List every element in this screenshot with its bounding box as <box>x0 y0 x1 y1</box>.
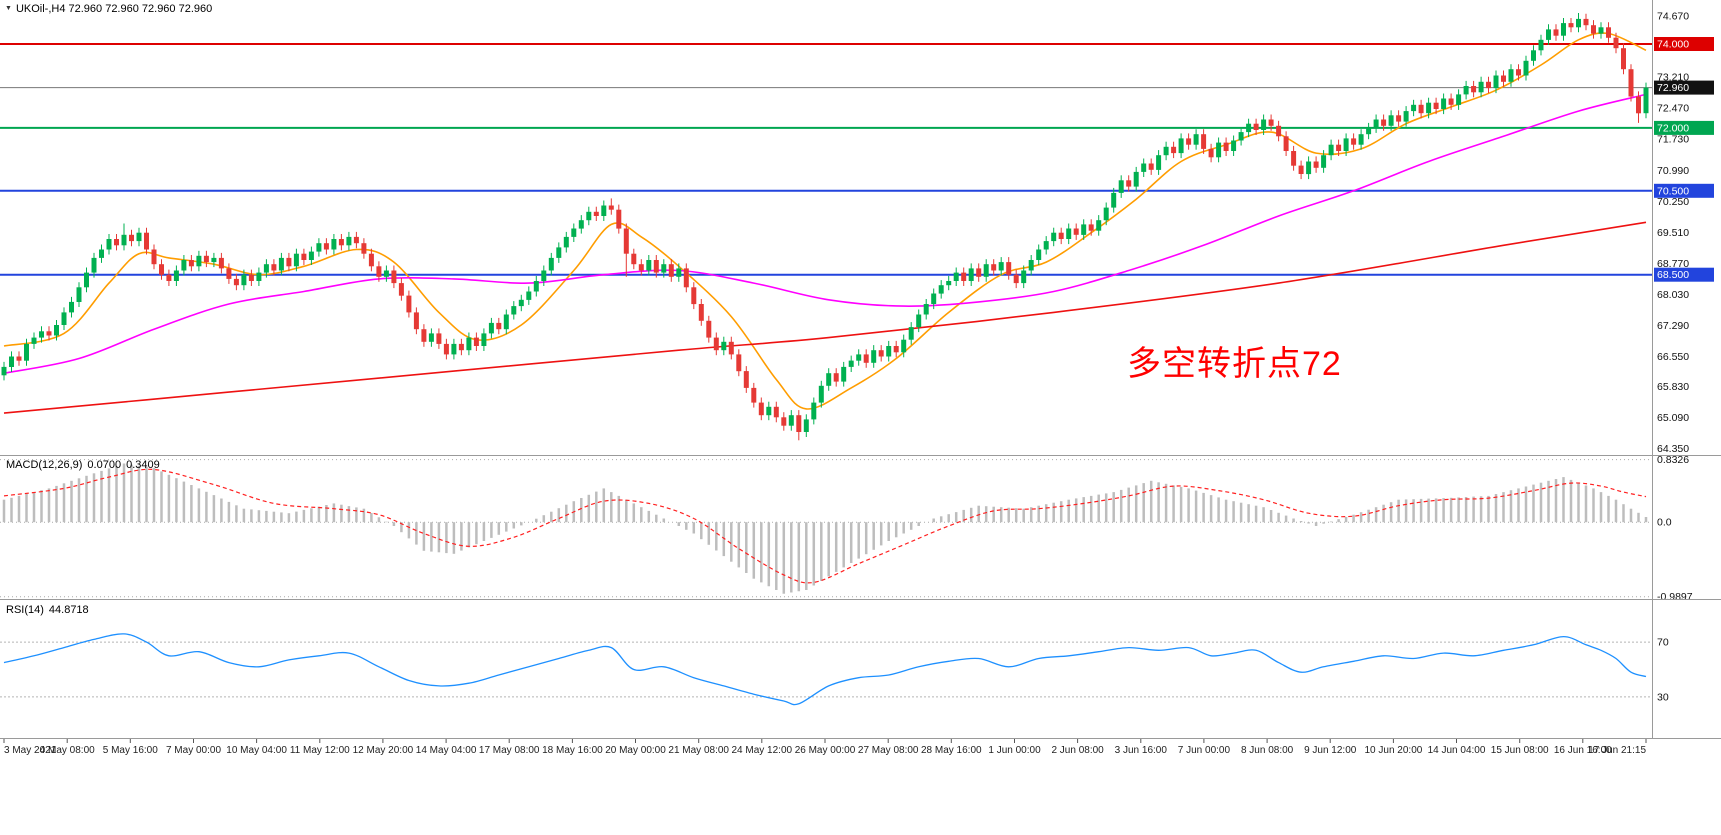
rsi-line <box>3 633 1647 706</box>
svg-text:70.500: 70.500 <box>1657 185 1689 197</box>
svg-text:64.350: 64.350 <box>1657 443 1689 455</box>
svg-text:70: 70 <box>1657 637 1669 649</box>
svg-text:10 Jun 20:00: 10 Jun 20:00 <box>1364 745 1422 756</box>
svg-text:17 Jun 21:15: 17 Jun 21:15 <box>1588 745 1646 756</box>
svg-text:2 Jun 08:00: 2 Jun 08:00 <box>1051 745 1104 756</box>
svg-text:3 Jun 16:00: 3 Jun 16:00 <box>1115 745 1168 756</box>
rsi-name: RSI(14) <box>6 604 44 616</box>
horizontal-lines <box>0 43 1652 276</box>
macd-signal-line <box>3 468 1647 584</box>
svg-text:14 May 04:00: 14 May 04:00 <box>416 745 477 756</box>
price-axis: 74.67073.21072.47071.73070.99070.25069.5… <box>1657 10 1689 455</box>
svg-text:74.670: 74.670 <box>1657 10 1689 22</box>
symbol-header: ▼ UKOil-,H4 72.960 72.960 72.960 72.960 <box>5 3 212 15</box>
svg-text:0.8326: 0.8326 <box>1657 454 1689 466</box>
svg-text:65.090: 65.090 <box>1657 412 1689 424</box>
svg-text:70.250: 70.250 <box>1657 196 1689 208</box>
symbol-marker-icon: ▼ <box>5 5 12 12</box>
svg-text:21 May 08:00: 21 May 08:00 <box>668 745 729 756</box>
rsi-value: 44.8718 <box>48 604 89 616</box>
svg-text:11 May 12:00: 11 May 12:00 <box>290 745 350 756</box>
svg-text:68.500: 68.500 <box>1657 269 1689 281</box>
macd-name: MACD(12,26,9) <box>6 459 83 471</box>
svg-text:18 May 16:00: 18 May 16:00 <box>542 745 603 756</box>
svg-text:72.000: 72.000 <box>1657 122 1689 134</box>
svg-text:72.960: 72.960 <box>1657 82 1689 94</box>
svg-text:1 Jun 00:00: 1 Jun 00:00 <box>988 745 1041 756</box>
svg-text:68.030: 68.030 <box>1657 289 1689 301</box>
svg-text:4 May 08:00: 4 May 08:00 <box>40 745 95 756</box>
macd-signal-value: 0.3409 <box>126 459 160 471</box>
svg-text:5 May 16:00: 5 May 16:00 <box>103 745 158 756</box>
svg-text:65.830: 65.830 <box>1657 381 1689 393</box>
rsi-label: RSI(14) 44.8718 <box>6 604 94 616</box>
svg-text:7 May 00:00: 7 May 00:00 <box>166 745 221 756</box>
svg-text:26 May 00:00: 26 May 00:00 <box>795 745 856 756</box>
candles-layer <box>1 13 1649 441</box>
svg-text:30: 30 <box>1657 691 1669 703</box>
svg-text:72.470: 72.470 <box>1657 103 1689 115</box>
svg-text:-0.9897: -0.9897 <box>1657 591 1693 603</box>
svg-text:15 Jun 08:00: 15 Jun 08:00 <box>1491 745 1549 756</box>
annotation-text: 多空转折点72 <box>1127 345 1342 383</box>
svg-text:74.000: 74.000 <box>1657 39 1689 51</box>
overlay-ma-slow-line <box>3 221 1647 414</box>
svg-text:20 May 00:00: 20 May 00:00 <box>605 745 666 756</box>
svg-text:70.990: 70.990 <box>1657 165 1689 177</box>
overlay-ma-fast-line <box>3 32 1647 410</box>
overlay-ma-mid-line <box>3 93 1647 374</box>
svg-text:28 May 16:00: 28 May 16:00 <box>921 745 982 756</box>
rsi-axis: 70 30 <box>0 637 1669 703</box>
svg-text:24 May 12:00: 24 May 12:00 <box>731 745 792 756</box>
svg-text:16 Jun 16:00: 16 Jun 16:00 <box>1554 745 1612 756</box>
macd-axis: 0.8326 0.0 -0.9897 <box>0 454 1693 603</box>
svg-text:69.510: 69.510 <box>1657 227 1689 239</box>
svg-text:12 May 20:00: 12 May 20:00 <box>353 745 414 756</box>
svg-text:3 May 2021: 3 May 2021 <box>4 745 57 756</box>
svg-text:7 Jun 00:00: 7 Jun 00:00 <box>1178 745 1231 756</box>
svg-text:9 Jun 12:00: 9 Jun 12:00 <box>1304 745 1357 756</box>
svg-text:8 Jun 08:00: 8 Jun 08:00 <box>1241 745 1294 756</box>
svg-text:17 May 08:00: 17 May 08:00 <box>479 745 540 756</box>
symbol-ohlc-text: UKOil-,H4 72.960 72.960 72.960 72.960 <box>15 3 213 15</box>
svg-text:67.290: 67.290 <box>1657 320 1689 332</box>
macd-histogram <box>2 463 1648 594</box>
svg-text:10 May 04:00: 10 May 04:00 <box>226 745 287 756</box>
svg-text:0.0: 0.0 <box>1657 517 1672 529</box>
svg-text:14 Jun 04:00: 14 Jun 04:00 <box>1428 745 1486 756</box>
svg-text:66.550: 66.550 <box>1657 351 1689 363</box>
svg-text:71.730: 71.730 <box>1657 134 1689 146</box>
macd-label: MACD(12,26,9) 0.0700 0.3409 <box>6 459 165 471</box>
price-badges: 74.000 72.960 72.000 70.500 68.500 <box>1654 37 1714 282</box>
svg-text:68.770: 68.770 <box>1657 258 1689 270</box>
svg-text:27 May 08:00: 27 May 08:00 <box>858 745 919 756</box>
macd-main-value: 0.0700 <box>87 459 122 471</box>
